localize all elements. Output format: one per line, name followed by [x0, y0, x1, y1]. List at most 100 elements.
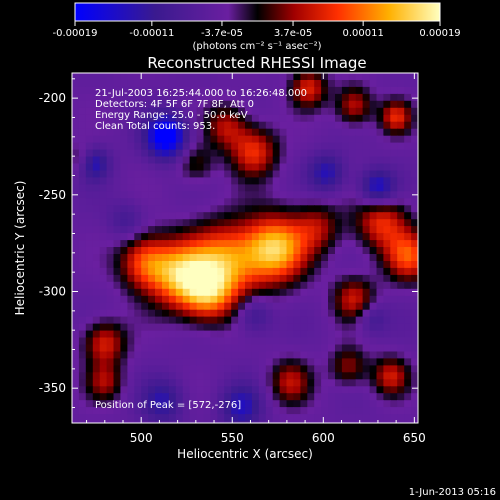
heatmap-cell	[120, 156, 128, 165]
heatmap-cell	[300, 337, 308, 346]
heatmap-cell	[272, 198, 281, 206]
heatmap-cell	[106, 191, 115, 199]
heatmap-cell	[279, 330, 288, 339]
heatmap-cell	[210, 407, 218, 415]
heatmap-cell	[155, 107, 163, 116]
heatmap-cell	[335, 247, 343, 255]
heatmap-cell	[411, 128, 418, 137]
heatmap-cell	[85, 240, 94, 248]
heatmap-cell	[293, 344, 301, 353]
heatmap-cell	[348, 393, 357, 401]
heatmap-cell	[258, 184, 267, 192]
heatmap-cell	[245, 114, 253, 123]
heatmap-cell	[376, 226, 385, 234]
heatmap-cell	[307, 281, 315, 290]
heatmap-cell	[85, 121, 94, 130]
heatmap-cell	[355, 372, 364, 380]
heatmap-cell	[356, 428, 364, 436]
heatmap-cell	[134, 330, 142, 339]
heatmap-cell	[141, 261, 149, 269]
heatmap-cell	[390, 177, 398, 185]
heatmap-cell	[376, 247, 385, 255]
heatmap-cell	[404, 274, 412, 283]
heatmap-cell	[162, 219, 170, 227]
heatmap-cell	[120, 128, 128, 137]
heatmap-cell	[314, 128, 322, 137]
heatmap-cell	[258, 365, 267, 373]
heatmap-cell	[231, 379, 239, 387]
heatmap-cell	[203, 212, 212, 220]
colorbar-tick-label: -3.7e-05	[201, 28, 243, 39]
heatmap-cell	[383, 163, 391, 172]
heatmap-cell	[196, 93, 205, 102]
heatmap-cell	[106, 149, 115, 158]
heatmap-cell	[189, 191, 198, 199]
heatmap-cell	[363, 428, 371, 436]
heatmap-cell	[293, 226, 301, 234]
heatmap-cell	[217, 219, 225, 227]
heatmap-cell	[99, 316, 108, 325]
heatmap-cell	[411, 407, 418, 415]
heatmap-cell	[328, 274, 336, 283]
heatmap-cell	[189, 281, 198, 290]
heatmap-cell	[85, 281, 94, 290]
heatmap-cell	[106, 302, 115, 311]
heatmap-cell	[397, 205, 405, 213]
heatmap-cell	[355, 316, 364, 325]
heatmap-cell	[411, 142, 418, 151]
heatmap-cell	[72, 121, 80, 130]
heatmap-cell	[231, 198, 239, 206]
heatmap-cell	[134, 414, 142, 422]
heatmap-cell	[224, 421, 232, 423]
heatmap-cell	[175, 351, 184, 360]
heatmap-cell	[335, 156, 343, 165]
heatmap-cell	[92, 121, 101, 130]
heatmap-cell	[411, 379, 418, 387]
heatmap-cell	[217, 212, 225, 220]
heatmap-cell	[390, 330, 398, 339]
heatmap-cell	[231, 156, 239, 165]
heatmap-cell	[78, 156, 87, 165]
heatmap-cell	[279, 73, 288, 81]
heatmap-cell	[134, 267, 142, 276]
heatmap-cell	[348, 337, 357, 346]
heatmap-cell	[321, 149, 329, 158]
heatmap-cell	[204, 428, 212, 436]
heatmap-cell	[404, 170, 412, 179]
heatmap-cell	[92, 295, 101, 304]
heatmap-cell	[141, 177, 149, 185]
heatmap-cell	[348, 414, 357, 422]
heatmap-cell	[411, 135, 418, 144]
heatmap-cell	[217, 302, 225, 311]
heatmap-cell	[425, 358, 433, 366]
heatmap-cell	[397, 344, 405, 353]
heatmap-cell	[425, 240, 433, 248]
heatmap-cell	[196, 400, 205, 408]
heatmap-cell	[189, 407, 198, 415]
heatmap-cell	[411, 421, 418, 423]
heatmap-cell	[182, 247, 191, 255]
heatmap-cell	[321, 344, 329, 353]
heatmap-cell	[196, 142, 205, 151]
heatmap-cell	[210, 184, 218, 192]
heatmap-cell	[78, 386, 87, 394]
heatmap-cell	[411, 337, 418, 346]
heatmap-cell	[307, 100, 315, 109]
heatmap-cell	[72, 149, 80, 158]
heatmap-cell	[286, 323, 295, 332]
heatmap-cell	[99, 191, 108, 199]
heatmap-cell	[390, 240, 398, 248]
colorbar-tick-label: 0.00011	[342, 28, 383, 39]
heatmap-cell	[404, 247, 412, 255]
heatmap-cell	[182, 212, 191, 220]
x-tick-label: 600	[312, 431, 335, 445]
heatmap-cell	[113, 100, 122, 109]
heatmap-cell	[189, 156, 198, 165]
heatmap-cell	[148, 135, 156, 144]
heatmap-cell	[362, 191, 371, 199]
heatmap-cell	[397, 407, 405, 415]
heatmap-cell	[231, 316, 239, 325]
heatmap-cell	[141, 267, 149, 276]
heatmap-cell	[348, 93, 357, 102]
heatmap-cell	[279, 121, 288, 130]
